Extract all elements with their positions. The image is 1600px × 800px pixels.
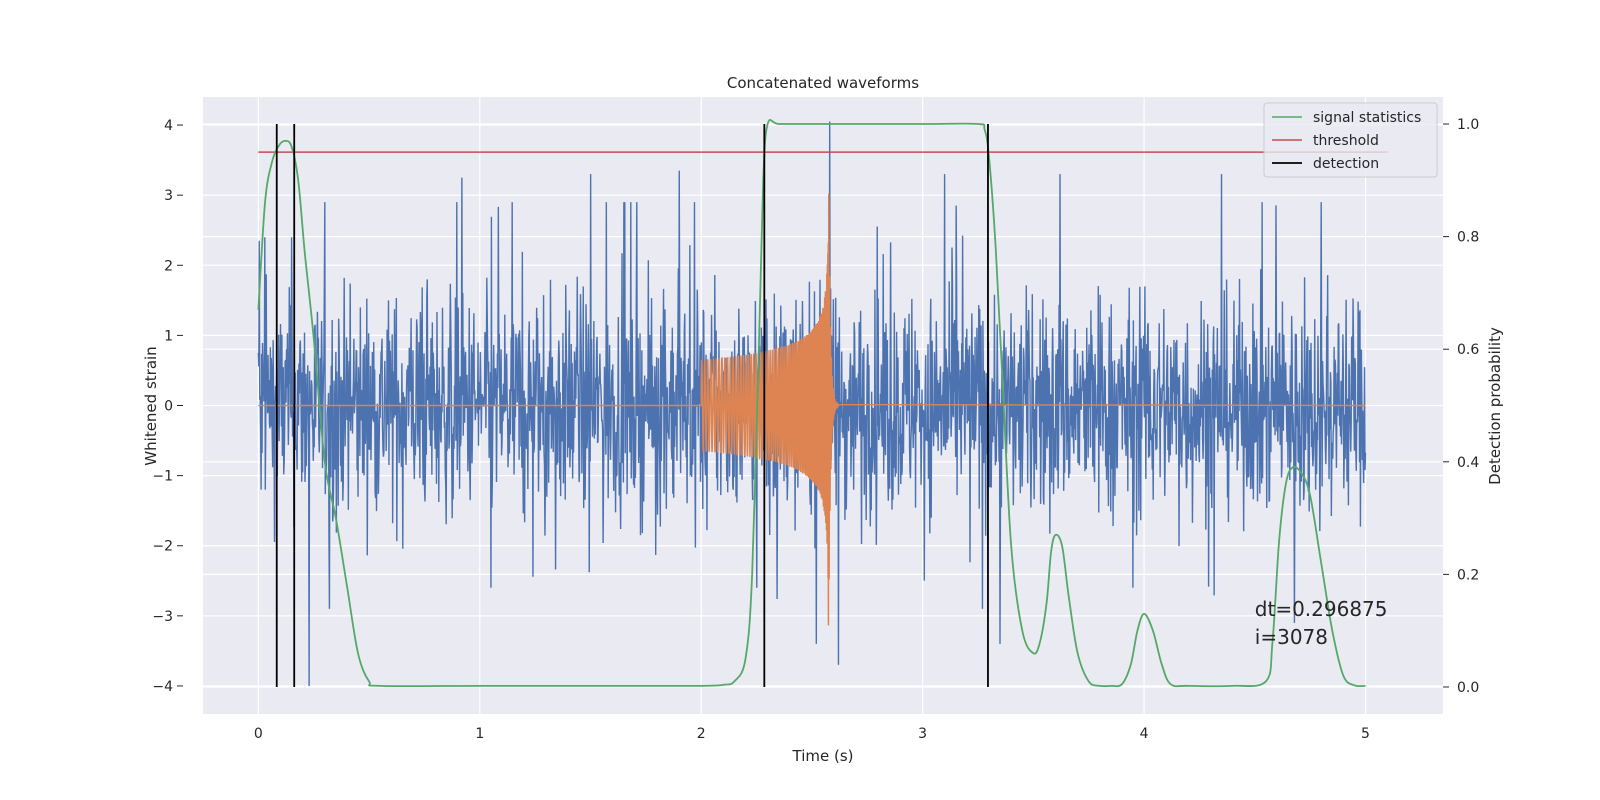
legend-box [1263, 102, 1438, 178]
signal-statistics-line [257, 118, 1366, 688]
x-axis: 0 1 2 3 4 5 [254, 726, 1370, 742]
x-axis-label: Time (s) [792, 747, 854, 765]
x-tick-label-3: 3 [918, 726, 927, 742]
y-axis-right: 0.0 0.2 0.4 0.6 0.8 1.0 [1443, 117, 1479, 696]
waveform-series-line [258, 193, 1366, 626]
x-tick-label-2: 2 [697, 726, 706, 742]
y-axis-label: Whitened strain [142, 346, 160, 465]
plot-area [257, 118, 1388, 688]
annotation-1: i=3078 [1255, 625, 1328, 649]
legend-label-signal-statistics: signal statistics [1313, 110, 1421, 126]
y2-tick-label-5: 1.0 [1457, 117, 1479, 133]
y2-tick-label-3: 0.6 [1457, 342, 1479, 358]
y-axis-left: −4 −3 −2 −1 0 1 2 3 4 [152, 118, 183, 695]
y-tick-label-1: −3 [152, 609, 173, 625]
y-tick-label-5: 1 [164, 328, 173, 344]
annotation-0: dt=0.296875 [1255, 597, 1388, 621]
x-tick-label-1: 1 [475, 726, 484, 742]
x-tick-label-4: 4 [1140, 726, 1149, 742]
y-tick-label-3: −1 [152, 469, 173, 485]
y2-tick-label-4: 0.8 [1457, 230, 1479, 246]
legend-label-detection: detection [1313, 156, 1379, 172]
legend-label-threshold: threshold [1313, 133, 1379, 149]
y2-tick-label-0: 0.0 [1457, 680, 1479, 696]
legend: signal statistics threshold detection [1263, 102, 1438, 178]
y-tick-label-0: −4 [152, 679, 173, 695]
y-tick-label-8: 4 [164, 118, 173, 134]
y-tick-label-4: 0 [164, 399, 173, 415]
y-tick-label-2: −2 [152, 539, 173, 555]
y-tick-label-7: 3 [164, 188, 173, 204]
chart-title: Concatenated waveforms [727, 74, 919, 92]
x-tick-label-5: 5 [1361, 726, 1370, 742]
y2-tick-label-1: 0.2 [1457, 567, 1479, 583]
y2-tick-label-2: 0.4 [1457, 455, 1479, 471]
annotations: dt=0.296875 i=3078 [1255, 597, 1388, 649]
x-tick-label-0: 0 [254, 726, 263, 742]
y2-axis-label: Detection probability [1486, 327, 1504, 485]
y-tick-label-6: 2 [164, 258, 173, 274]
